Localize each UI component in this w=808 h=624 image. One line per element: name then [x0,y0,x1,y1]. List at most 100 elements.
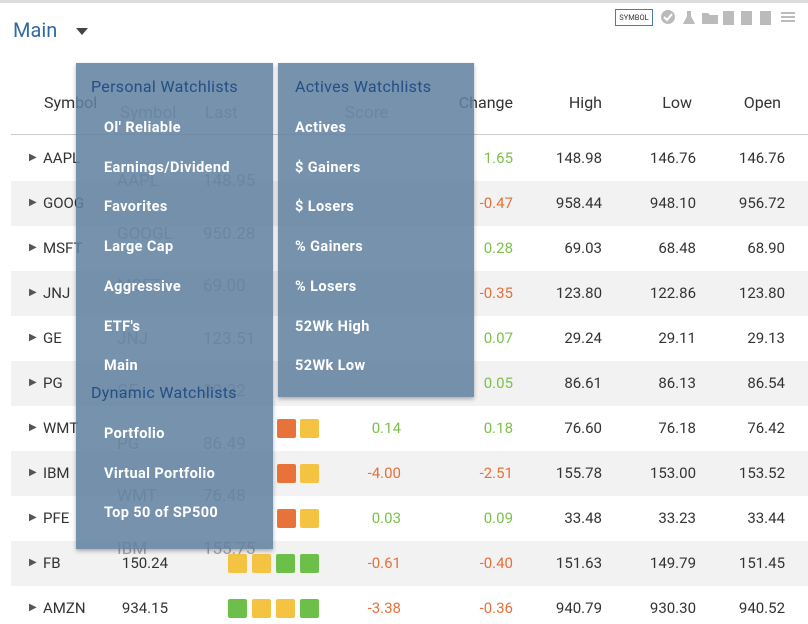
change: 0.09 [483,509,513,527]
menu-item[interactable]: $ Gainers [295,158,361,176]
watchlist-title[interactable]: Main [13,18,58,42]
menu-item[interactable]: $ Losers [295,198,355,216]
symbol: AMZN [43,599,86,617]
low: 930.30 [649,599,696,617]
symbol: MSFT [43,239,83,257]
symbol: AAPL [43,149,81,167]
high: 155.78 [555,464,602,482]
change: -0.47 [479,194,513,212]
symbol: GOOG [43,194,85,212]
expand-arrow[interactable]: ▶ [29,332,37,343]
menu-item[interactable]: Large Cap [104,238,174,256]
expand-arrow[interactable]: ▶ [29,242,37,253]
high: 76.60 [564,419,602,437]
open: 29.13 [747,329,785,347]
symbol: GE [43,329,62,347]
menu-heading: Dynamic Watchlists [91,382,237,402]
dropdown-arrow[interactable] [76,28,88,36]
column-header[interactable]: Low [662,93,692,112]
change: -0.35 [479,284,513,302]
menu-heading: Personal Watchlists [91,77,238,96]
expand-arrow[interactable]: ▶ [29,197,37,208]
score-icon [300,419,319,438]
open: 940.52 [738,599,785,617]
open: 956.72 [738,194,785,212]
expand-arrow[interactable]: ▶ [29,377,37,388]
expand-arrow[interactable]: ▶ [29,512,37,523]
symbol: PG [43,374,63,392]
symbol: JNJ [43,284,71,302]
last: 934.15 [121,599,168,617]
change: 0.05 [483,374,513,392]
open: 86.54 [747,374,785,392]
net-change: -0.61 [367,554,401,572]
score-icon [252,554,271,573]
low: 153.00 [649,464,696,482]
change: 0.18 [483,419,513,437]
menu-item[interactable]: ETF's [104,317,141,335]
column-header[interactable]: High [568,93,602,112]
menu-item[interactable]: 52Wk High [295,317,370,335]
open: 68.90 [747,239,785,257]
low: 86.13 [658,374,696,392]
expand-arrow[interactable]: ▶ [29,557,37,568]
toolbar [661,10,795,25]
symbol-button[interactable]: SYMBOL [615,9,653,26]
score-icon [228,599,247,618]
high: 29.24 [564,329,602,347]
expand-arrow[interactable]: ▶ [29,287,37,298]
symbol: WMT [43,419,79,437]
symbol: IBM [43,464,70,482]
menu-right: Actives Watchlists Actives $ Gainers $ Lose… [278,63,474,397]
open: 33.44 [747,509,785,527]
score-icon [277,464,296,483]
score-icon [252,599,271,618]
last: 150.24 [121,554,168,572]
menu-item[interactable]: Top 50 of SP500 [104,504,219,522]
high: 69.03 [564,239,602,257]
expand-arrow[interactable]: ▶ [29,422,37,433]
score-icon [300,554,319,573]
menu-item[interactable]: Virtual Portfolio [104,464,216,482]
symbol: PFE [43,509,70,527]
low: 948.10 [649,194,696,212]
expand-arrow[interactable]: ▶ [29,467,37,478]
change: 0.28 [483,239,513,257]
open: 153.52 [738,464,785,482]
high: 33.48 [564,509,602,527]
column-header[interactable]: Open [743,93,781,112]
top-border [0,0,808,3]
menu-item[interactable]: Main [104,357,139,375]
menu-item[interactable]: % Losers [295,277,357,295]
score-icon [277,509,296,528]
expand-arrow[interactable]: ▶ [29,152,37,163]
high: 151.63 [555,554,602,572]
menu-item[interactable]: Favorites [104,198,168,216]
menu-item[interactable]: Actives [295,119,347,136]
net-change: 0.14 [371,419,401,437]
change: -0.40 [479,554,513,572]
menu-item[interactable]: Portfolio [104,424,165,442]
score-icon [300,599,319,618]
menu-heading: Actives Watchlists [295,77,432,96]
table-row[interactable] [11,586,808,624]
menu-item[interactable]: 52Wk Low [295,357,366,375]
net-change: -4.00 [367,464,401,482]
menu-item[interactable]: Ol' Reliable [104,119,181,136]
score-icon [276,599,295,618]
high: 148.98 [555,149,602,167]
change: -0.36 [479,599,513,617]
open: 151.45 [738,554,785,572]
menu-item[interactable]: Aggressive [104,277,182,295]
low: 146.76 [649,149,696,167]
score-icon [300,509,319,528]
symbol: FB [43,554,61,572]
net-change: 0.03 [371,509,401,527]
menu-item[interactable]: % Gainers [295,238,364,256]
menu-item[interactable]: Earnings/Dividend [104,158,230,176]
low: 149.79 [649,554,696,572]
expand-arrow[interactable]: ▶ [29,602,37,613]
high: 940.79 [555,599,602,617]
change: -2.51 [479,464,513,482]
